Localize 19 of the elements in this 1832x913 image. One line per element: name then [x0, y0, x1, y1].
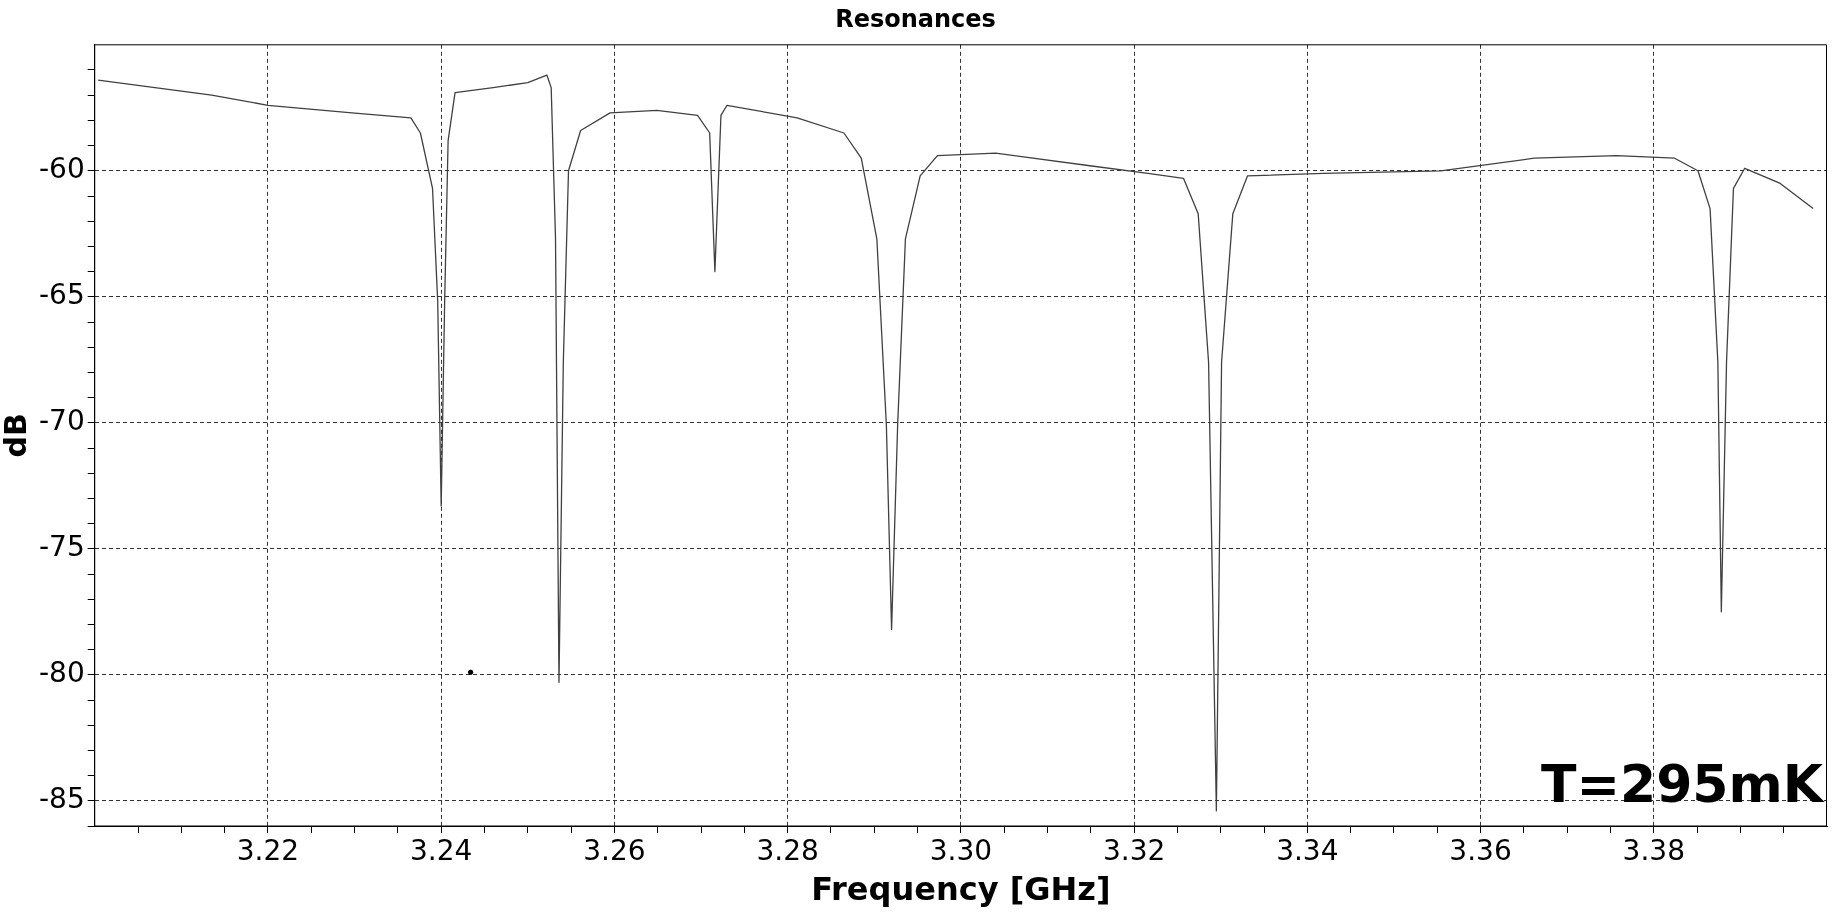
- x-tick-label: 3.22: [236, 834, 300, 868]
- x-tick-label: 3.36: [1449, 834, 1512, 868]
- x-tick-label: 3.34: [1276, 834, 1339, 868]
- x-axis-title: Frequency [GHz]: [811, 870, 1111, 909]
- y-tick-label: -70: [39, 404, 85, 438]
- x-tick-label: 3.32: [1102, 834, 1166, 868]
- y-axis-title: dB: [0, 413, 33, 458]
- y-tick-label: -75: [39, 530, 85, 564]
- x-tick-label: 3.24: [410, 834, 473, 868]
- y-tick-label: -60: [39, 152, 85, 186]
- x-tick-label: 3.38: [1622, 834, 1685, 868]
- chart-title: Resonances: [835, 4, 996, 33]
- x-tick-label: 3.30: [929, 834, 993, 868]
- y-tick-label: -85: [39, 782, 85, 816]
- y-tick-label: -65: [39, 278, 85, 312]
- y-tick-label: -80: [39, 656, 85, 690]
- x-tick-label: 3.26: [583, 834, 646, 868]
- x-tick-label: 3.28: [756, 834, 819, 868]
- annotation: T=295mK: [1540, 753, 1825, 814]
